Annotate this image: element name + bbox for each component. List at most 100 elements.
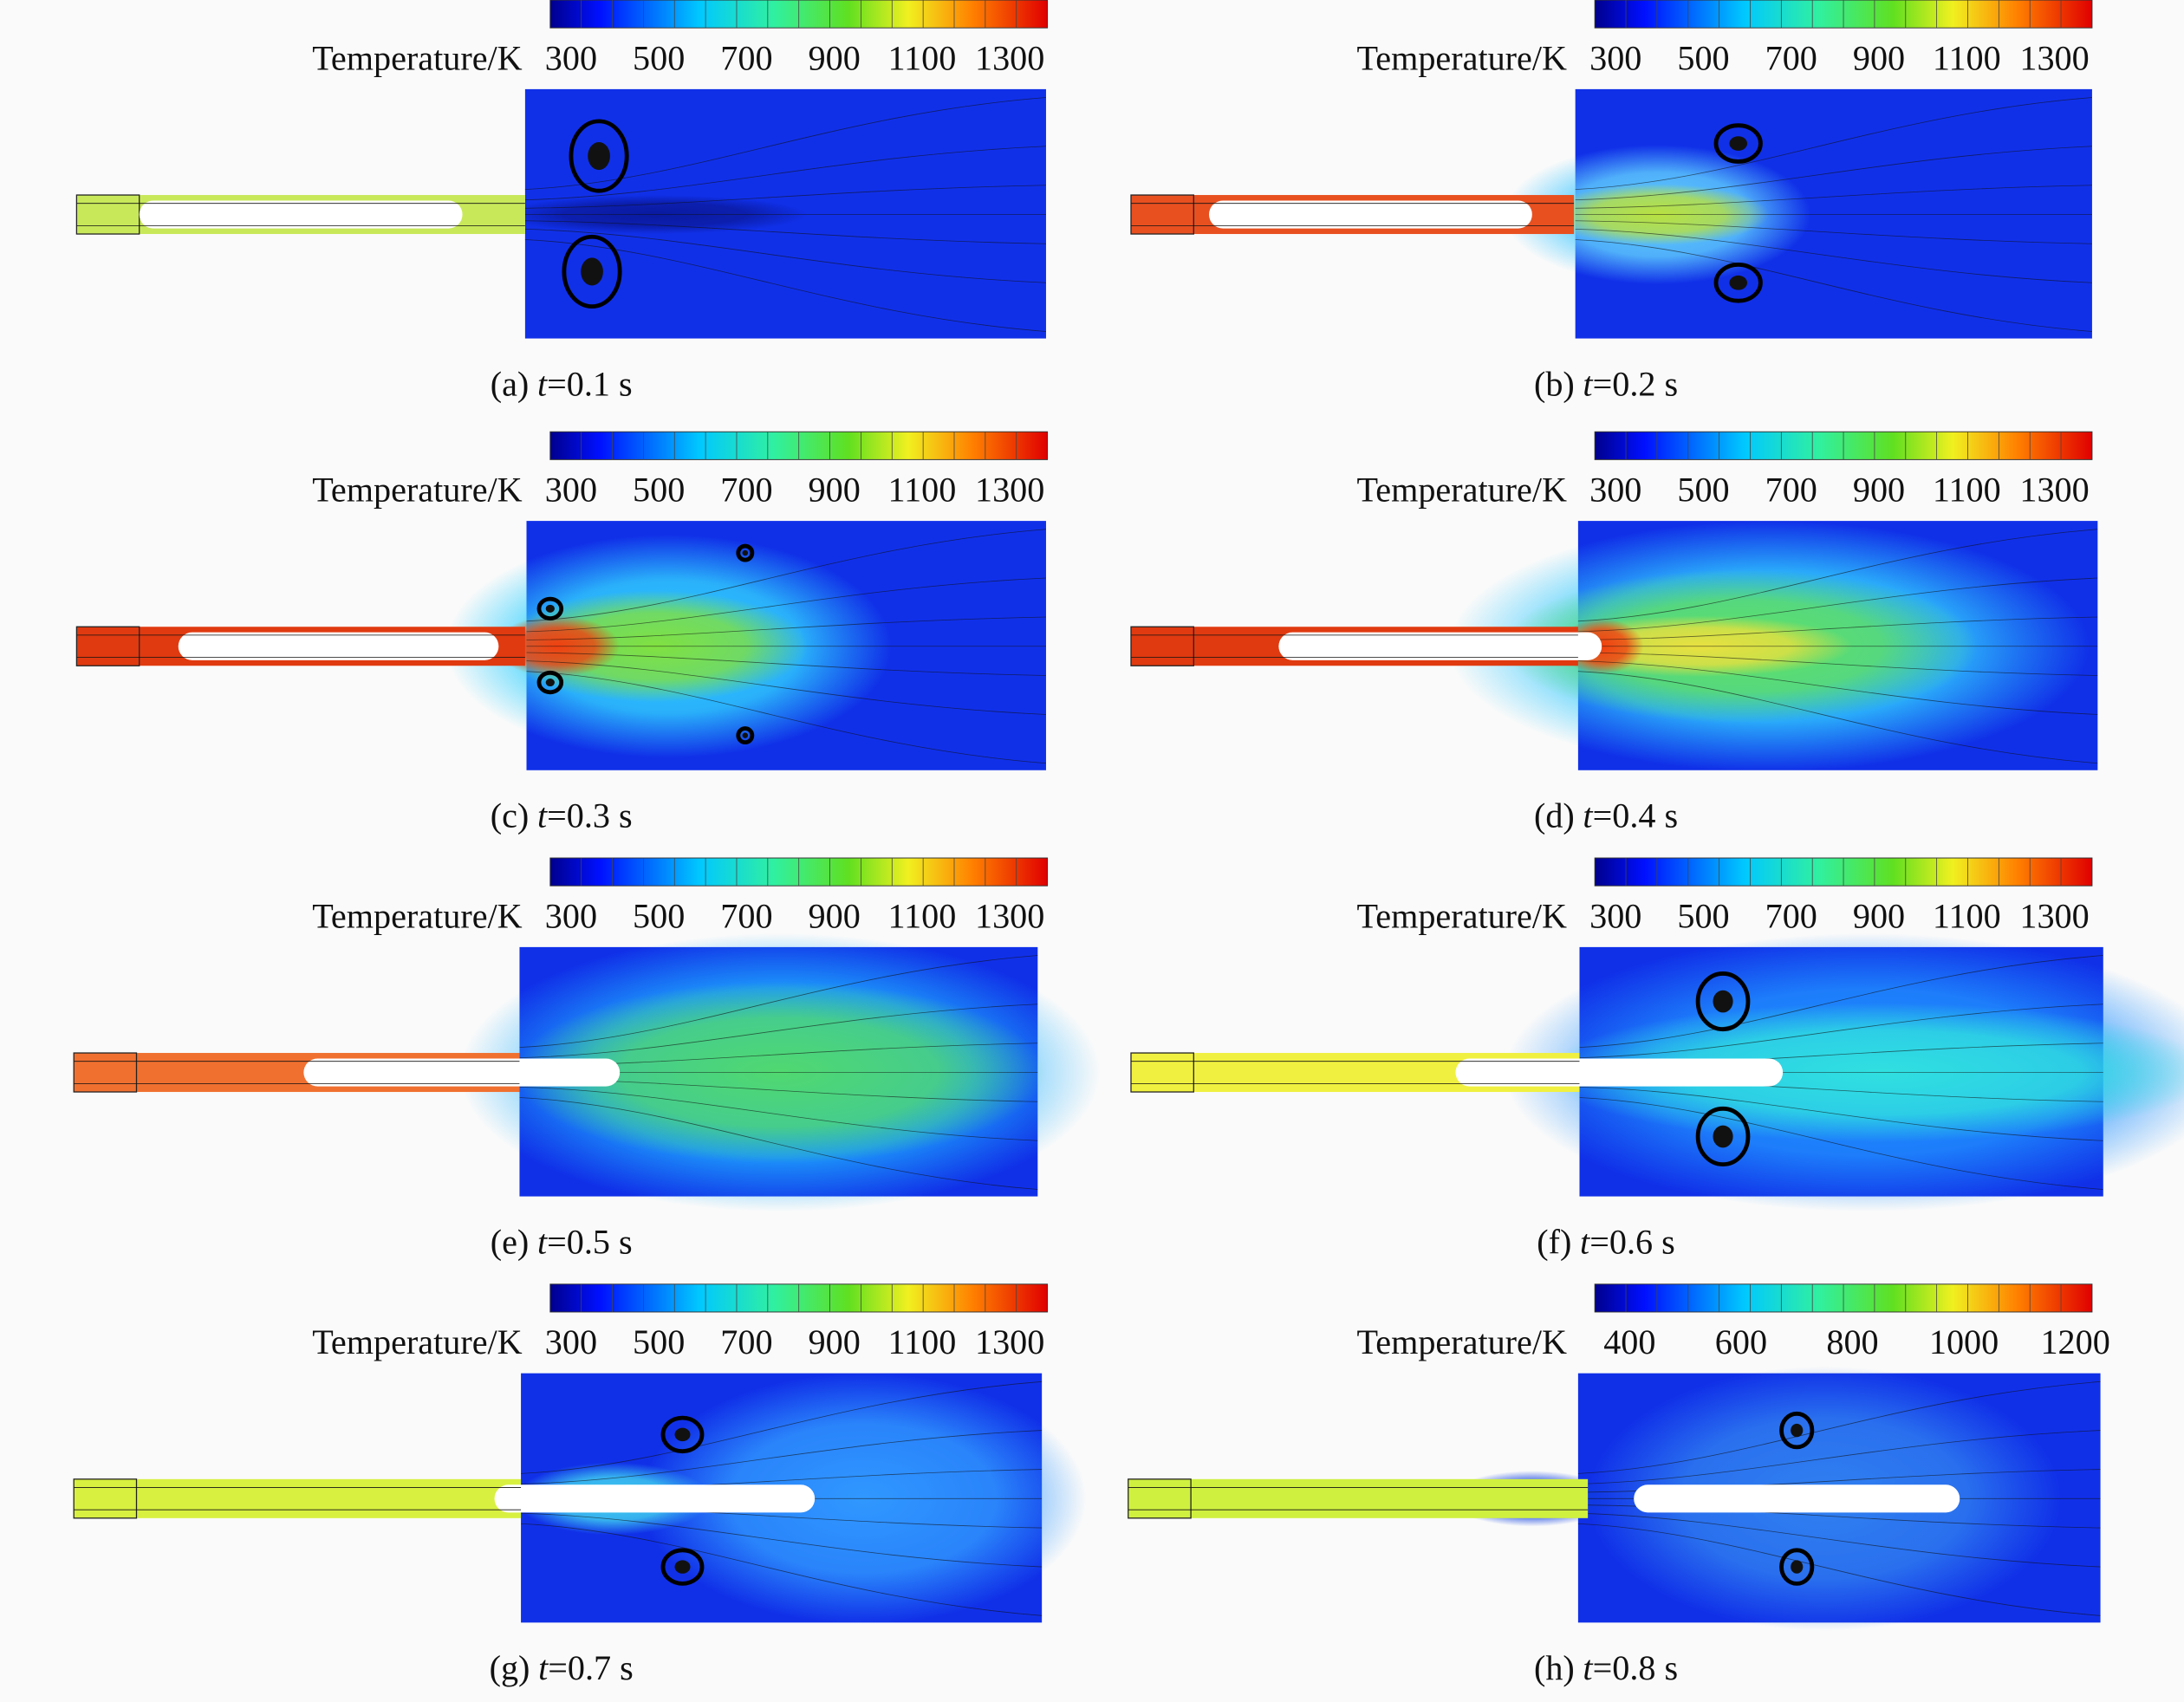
streamline	[1575, 229, 2092, 283]
probe	[1278, 632, 1602, 660]
panel: Temperature/K 400 600 800 1000 1200 (h) t=0.8 s	[1128, 1283, 2110, 1687]
colorbar-tick-label: 300	[545, 896, 597, 935]
colorbar-tick-label: 500	[1677, 471, 1729, 510]
streamline	[1575, 185, 2092, 209]
colorbar-tick-label: 1300	[2019, 471, 2089, 510]
vortex	[536, 670, 564, 695]
panel: Temperature/K 300 500 700 900 1100 1300 (b) t=0.…	[1130, 0, 2093, 403]
streamline	[1577, 529, 2098, 622]
colorbar-label: Temperature/K	[1357, 38, 1567, 77]
colorbar-tick-label: 700	[1765, 38, 1817, 77]
streamline	[521, 1430, 1043, 1484]
caption: (g) t=0.7 s	[490, 1648, 634, 1687]
colorbar-tick-label: 1100	[888, 38, 957, 77]
caption-text: =0.5 s	[547, 1222, 633, 1261]
vortex	[736, 543, 755, 562]
colorbar-label: Temperature/K	[312, 1322, 522, 1361]
pipe-inlet	[1130, 1052, 1194, 1093]
vortex-core	[674, 1427, 691, 1442]
caption-text: =0.1 s	[547, 364, 633, 403]
streamline	[1577, 616, 2098, 640]
streamline	[1577, 577, 2098, 633]
pipe-inlet	[1130, 626, 1194, 666]
vortex	[1779, 1548, 1815, 1586]
colorbar-tick-label: 300	[1589, 471, 1641, 510]
vortex-core	[1729, 275, 1747, 290]
colorbar-tick-label: 1100	[888, 896, 957, 935]
streamline	[1577, 652, 2098, 676]
caption-label: (f)	[1537, 1222, 1571, 1261]
probe	[494, 1484, 816, 1513]
colorbar-tick-label: 1300	[975, 38, 1044, 77]
colorbar-tick-label: 1300	[2019, 896, 2089, 935]
vortex	[536, 596, 564, 621]
streamline	[526, 577, 1046, 633]
colorbar-tick-label: 900	[809, 38, 861, 77]
pipe-inlet	[1130, 194, 1194, 235]
vortex	[1695, 1106, 1751, 1167]
probe	[1634, 1484, 1960, 1513]
pipe	[1128, 1478, 1589, 1518]
colorbar-tick-label: 1300	[2019, 38, 2089, 77]
caption-label: (d)	[1534, 796, 1575, 835]
vortex-core	[674, 1560, 691, 1574]
colorbar-label: Temperature/K	[312, 896, 522, 935]
streamline	[524, 97, 1046, 191]
caption-label: (c)	[491, 796, 530, 835]
caption-text: =0.4 s	[1593, 796, 1679, 835]
colorbar-tick-label: 1100	[888, 471, 957, 510]
caption-variable: t	[1583, 796, 1593, 835]
vortex	[562, 234, 622, 309]
streamline	[519, 1097, 1038, 1190]
colorbar-tick-label: 900	[1853, 471, 1905, 510]
colorbar-tick-label: 500	[633, 38, 685, 77]
vortex-core	[588, 141, 610, 171]
caption: (e) t=0.5 s	[491, 1222, 633, 1261]
vortex-core	[742, 732, 749, 738]
caption: (c) t=0.3 s	[491, 796, 633, 835]
vortex-core	[1713, 990, 1733, 1013]
streamline	[521, 1512, 1043, 1568]
streamline	[1577, 1430, 2101, 1484]
caption-text: =0.6 s	[1589, 1222, 1675, 1261]
vortex-core	[742, 549, 749, 556]
caption: (b) t=0.2 s	[1534, 364, 1678, 403]
streamline	[521, 1523, 1043, 1616]
panel: Temperature/K 300 500 700 900 1100 1300 (e) t=0.…	[73, 857, 1101, 1261]
caption-variable: t	[537, 364, 548, 403]
streamline	[1579, 1097, 2103, 1190]
streamline	[521, 1380, 1043, 1474]
caption-label: (a)	[491, 364, 530, 403]
vortex-core	[1791, 1560, 1804, 1574]
colorbar-label: Temperature/K	[312, 471, 522, 510]
streamline	[519, 955, 1038, 1049]
colorbar-tick-label: 1000	[1929, 1322, 1999, 1361]
vortex-core	[581, 257, 603, 286]
streamline	[1575, 239, 2092, 332]
colorbar-tick-label: 900	[809, 1322, 861, 1361]
caption-text: =0.8 s	[1593, 1648, 1679, 1687]
caption: (f) t=0.6 s	[1537, 1222, 1674, 1261]
colorbar-tick-label: 900	[1853, 38, 1905, 77]
vortex	[1695, 971, 1751, 1032]
streamline	[526, 616, 1046, 640]
colorbar-tick-label: 300	[1589, 38, 1641, 77]
colorbar-tick-label: 800	[1826, 1322, 1878, 1361]
colorbar-tick-label: 700	[720, 896, 772, 935]
pipe	[74, 1478, 522, 1518]
colorbar-tick-label: 300	[545, 1322, 597, 1361]
colorbar-tick-label: 300	[545, 471, 597, 510]
caption-variable: t	[1583, 1648, 1593, 1687]
colorbar-tick-label: 700	[720, 1322, 772, 1361]
colorbar-tick-label: 600	[1715, 1322, 1767, 1361]
caption-label: (h)	[1534, 1648, 1575, 1687]
colorbar-label: Temperature/K	[1357, 471, 1567, 510]
streamline	[524, 146, 1046, 201]
colorbar-tick-label: 1100	[888, 1322, 957, 1361]
streamline	[526, 671, 1046, 764]
caption-text: =0.7 s	[548, 1648, 634, 1687]
caption-label: (b)	[1534, 364, 1575, 403]
vortex-core	[545, 679, 555, 687]
